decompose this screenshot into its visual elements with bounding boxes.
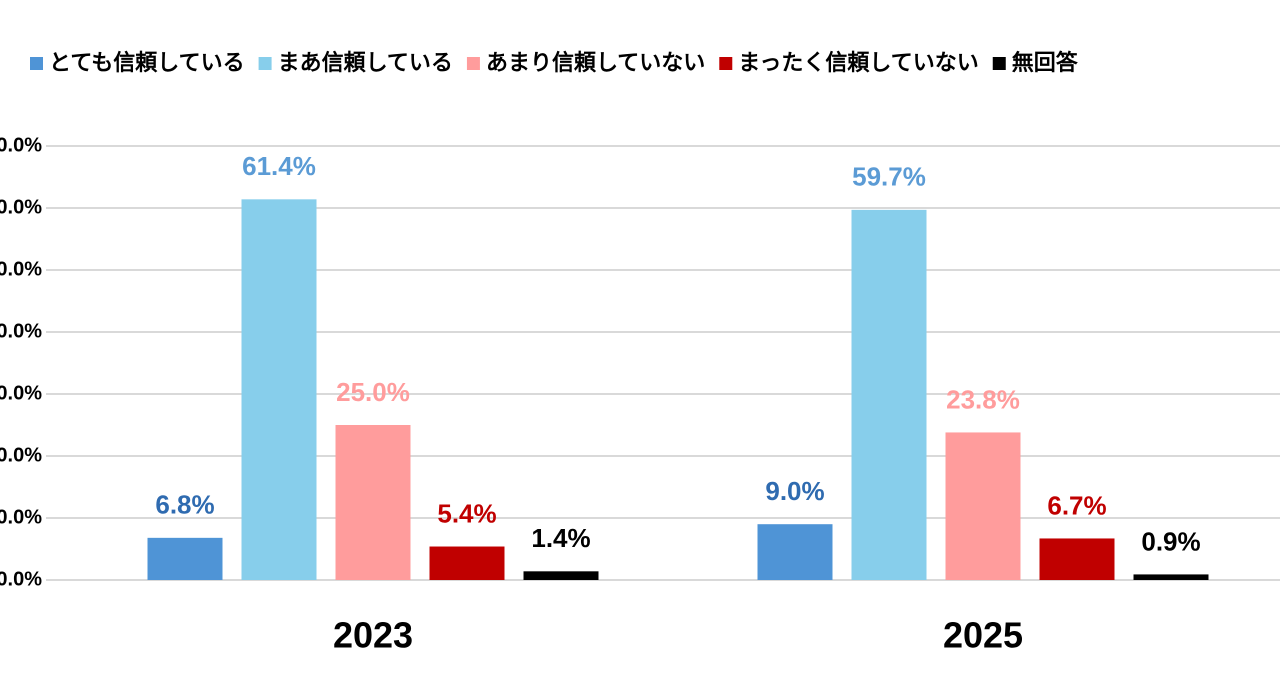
value-label: 9.0% xyxy=(765,476,824,506)
value-label: 59.7% xyxy=(852,162,926,192)
y-tick-label: 30.0% xyxy=(0,382,42,404)
legend-swatch xyxy=(992,57,1006,70)
legend-swatch xyxy=(30,57,43,70)
bar xyxy=(523,571,599,580)
legend-label: まあ信頼している xyxy=(278,50,453,75)
y-tick-label: 0.0% xyxy=(0,568,42,590)
legend-label: あまり信頼していない xyxy=(486,50,705,75)
bar xyxy=(1039,538,1115,580)
value-label: 6.7% xyxy=(1047,490,1106,520)
legend-label: まったく信頼していない xyxy=(738,50,978,75)
bar xyxy=(241,199,317,580)
legend-swatch xyxy=(719,57,733,70)
x-tick-label: 2023 xyxy=(333,615,413,656)
y-tick-label: 50.0% xyxy=(0,258,42,280)
y-tick-label: 60.0% xyxy=(0,196,42,218)
value-label: 1.4% xyxy=(531,523,590,553)
y-tick-label: 20.0% xyxy=(0,444,42,466)
legend-label: とても信頼している xyxy=(49,50,245,75)
bar xyxy=(147,537,223,580)
y-tick-label: 70.0% xyxy=(0,134,42,156)
value-label: 6.8% xyxy=(155,490,214,520)
value-label: 25.0% xyxy=(336,377,410,407)
value-label: 5.4% xyxy=(437,498,496,528)
bar xyxy=(757,524,833,580)
y-tick-label: 40.0% xyxy=(0,320,42,342)
x-tick-label: 2025 xyxy=(943,615,1023,656)
value-label: 23.8% xyxy=(946,384,1020,414)
bar xyxy=(1133,574,1209,580)
value-label: 61.4% xyxy=(242,151,316,181)
y-tick-label: 10.0% xyxy=(0,506,42,528)
bar xyxy=(429,546,505,580)
legend-label: 無回答 xyxy=(1012,50,1079,75)
bar xyxy=(945,432,1021,580)
value-label: 0.9% xyxy=(1141,526,1200,556)
bar xyxy=(851,209,927,581)
legend-swatch xyxy=(466,57,480,70)
legend-swatch xyxy=(258,57,272,70)
bar xyxy=(335,425,411,580)
